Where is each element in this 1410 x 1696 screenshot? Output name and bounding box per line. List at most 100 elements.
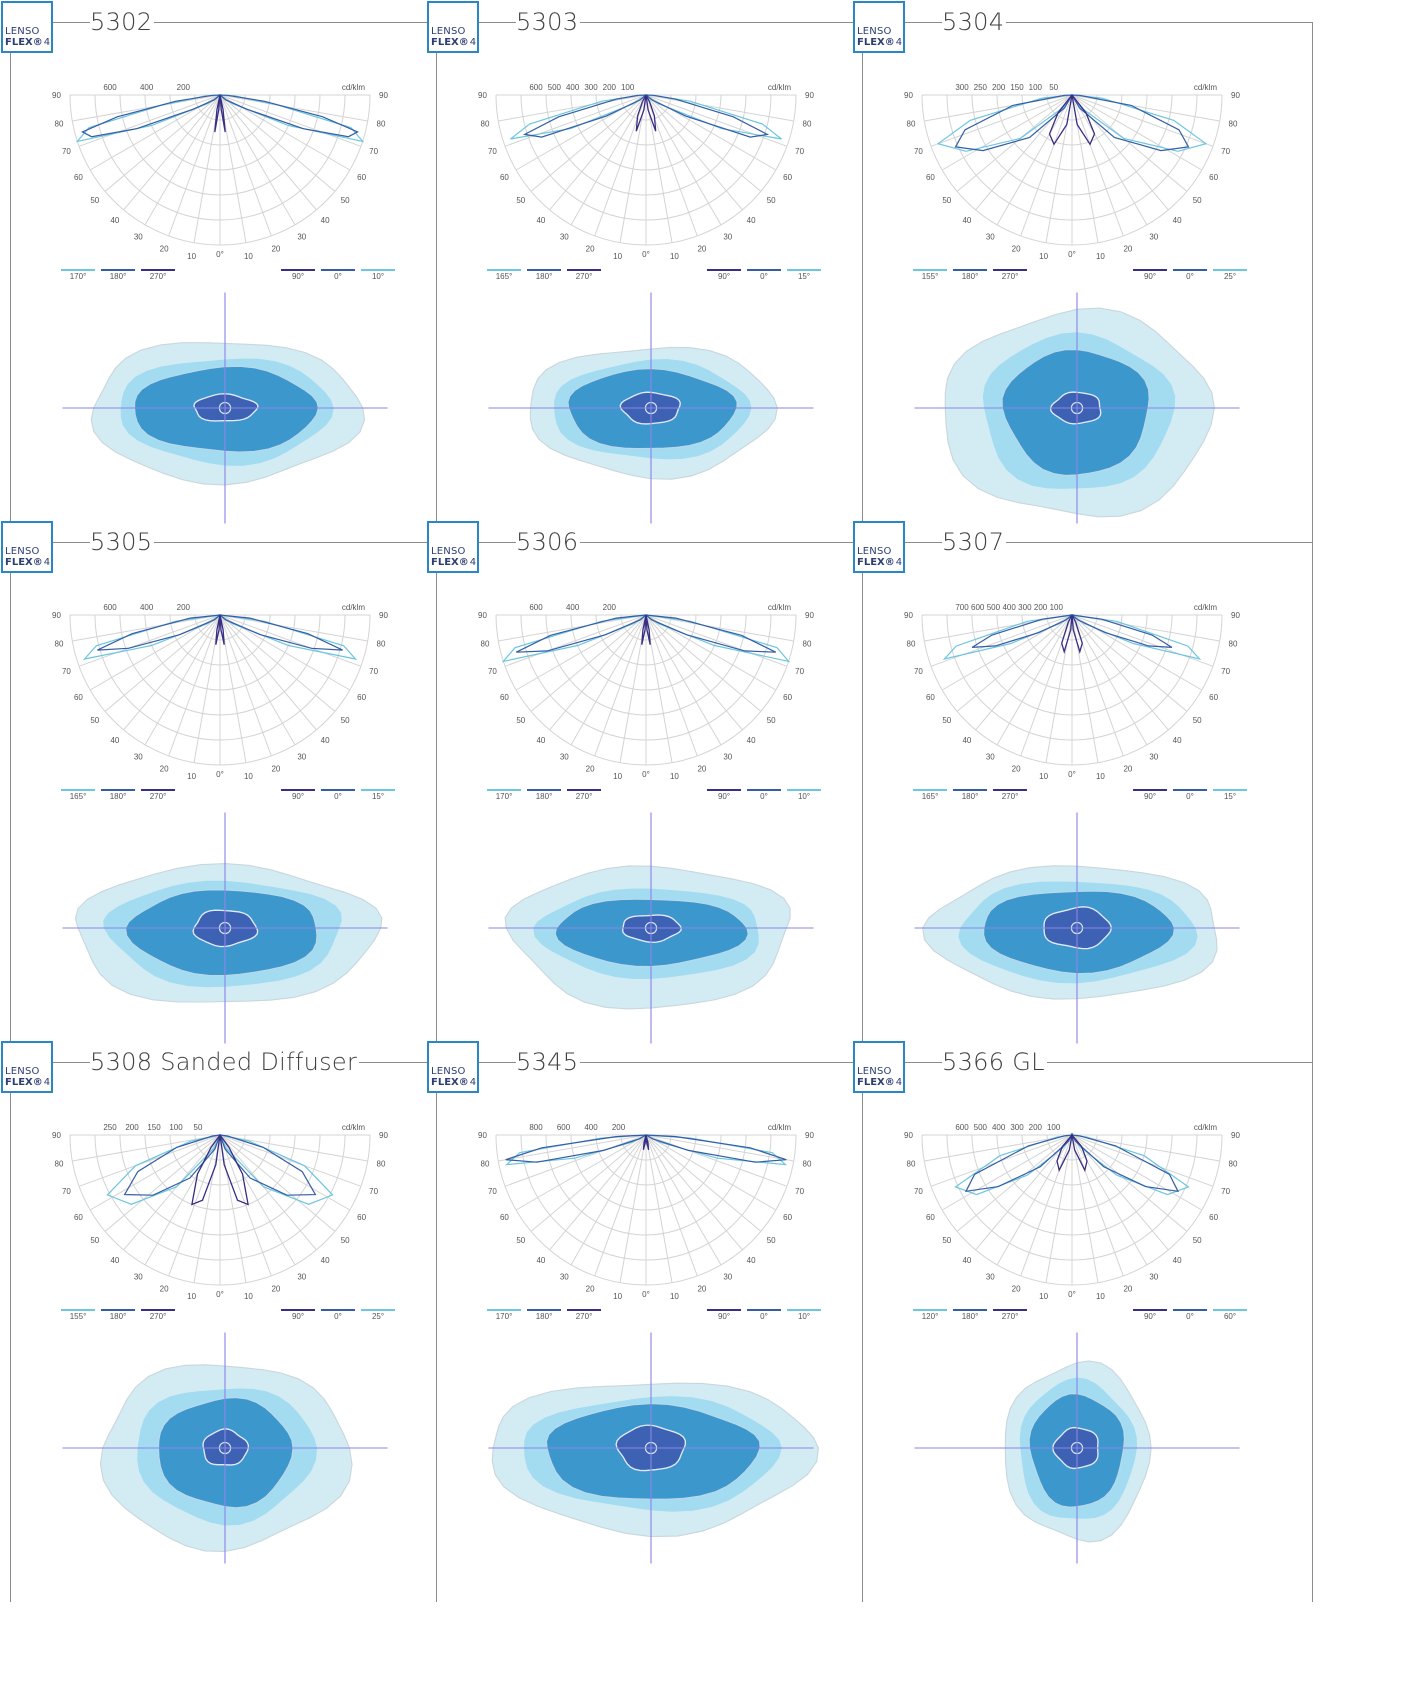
polar-grid-ray	[1071, 94, 1124, 237]
angle-label: 80	[1229, 639, 1238, 648]
angle-label: 10	[1039, 772, 1048, 781]
polar-grid-ray	[144, 94, 221, 226]
polar-grid-ray	[144, 614, 221, 746]
radial-tick-label: 300	[1018, 603, 1032, 612]
angle-label: 90	[52, 611, 61, 620]
isolux-diagram	[914, 292, 1240, 524]
polar-grid-ray	[645, 1134, 722, 1266]
lensoflex-logo: LENSO FLEX®4	[1, 1, 53, 53]
plane-label: 120°	[922, 1312, 939, 1321]
angle-label: 50	[1193, 1236, 1202, 1245]
panel-frame	[436, 1062, 887, 1602]
angle-label: 50	[767, 196, 776, 205]
angle-label: 20	[697, 1285, 706, 1294]
angle-label: 40	[536, 1256, 545, 1265]
plane-label: 90°	[1144, 792, 1156, 801]
curve-c0-c180	[645, 1134, 787, 1163]
lensoflex-logo: LENSO FLEX®4	[427, 1, 479, 53]
product-code: 5302	[90, 8, 155, 36]
radial-tick-label: 400	[140, 83, 154, 92]
plane-label: 90°	[1144, 1312, 1156, 1321]
plane-label: 25°	[1224, 272, 1236, 281]
polar-grid-ray	[645, 614, 743, 731]
plane-label: 0°	[334, 272, 342, 281]
unit-label: cd/klm	[1194, 603, 1217, 612]
curve-c0-c180	[964, 1134, 1074, 1193]
angle-label: 60	[357, 1213, 366, 1222]
polar-grid-ray	[515, 1134, 647, 1211]
angle-label-zero: 0°	[1068, 1290, 1076, 1299]
unit-label: cd/klm	[768, 603, 791, 612]
lensoflex-logo: LENSO FLEX®4	[853, 1041, 905, 1093]
polar-grid-ray	[645, 614, 794, 642]
angle-label: 60	[926, 173, 935, 182]
polar-grid-ray	[570, 614, 647, 746]
curve-side-plane	[510, 94, 649, 140]
angle-label: 70	[369, 147, 378, 156]
polar-grid-ray	[123, 94, 221, 211]
polar-grid-ray	[930, 94, 1073, 147]
angle-label: 60	[1209, 693, 1218, 702]
polar-grid-ray	[530, 94, 647, 192]
polar-grid-ray	[996, 614, 1073, 746]
plane-label: 270°	[150, 792, 167, 801]
curve-c0-c180	[219, 1134, 317, 1196]
angle-label: 90	[904, 1131, 913, 1140]
polar-grid-ray	[956, 94, 1073, 192]
angle-label: 40	[536, 736, 545, 745]
plane-label: 15°	[798, 272, 810, 281]
plane-label: 170°	[496, 1312, 513, 1321]
product-code: 5304	[942, 8, 1007, 36]
angle-label: 30	[134, 1273, 143, 1282]
plane-label: 60°	[1224, 1312, 1236, 1321]
plane-label: 180°	[962, 1312, 979, 1321]
curve-c90-c270	[635, 94, 647, 132]
polar-grid-ray	[530, 614, 647, 712]
polar-grid-ray	[645, 1134, 743, 1251]
plane-label: 90°	[718, 792, 730, 801]
angle-label: 30	[134, 233, 143, 242]
radial-tick-label: 300	[955, 83, 969, 92]
angle-label: 30	[1149, 1273, 1158, 1282]
plane-label: 90°	[718, 1312, 730, 1321]
polar-grid-ray	[78, 614, 221, 667]
angle-label: 70	[795, 1187, 804, 1196]
radial-tick-label: 600	[557, 1123, 571, 1132]
curve-side-plane	[643, 94, 782, 140]
panel-frame	[436, 542, 887, 1082]
plane-label: 155°	[70, 1312, 87, 1321]
plane-label: 165°	[922, 792, 939, 801]
radial-tick-label: 700	[955, 603, 969, 612]
angle-label: 40	[1173, 736, 1182, 745]
polar-grid-ray	[123, 1134, 221, 1251]
panel-frame	[862, 22, 1313, 562]
lensoflex-logo: LENSO FLEX®4	[1, 521, 53, 573]
polar-grid-ray	[72, 1134, 221, 1162]
plane-label: 15°	[372, 792, 384, 801]
polar-grid-ray	[104, 614, 221, 712]
lensoflex-logo: LENSO FLEX®4	[1, 1041, 53, 1093]
radial-tick-label: 50	[1049, 83, 1058, 92]
curve-side-plane	[501, 614, 647, 663]
polar-grid-ray	[498, 1134, 647, 1162]
angle-label: 40	[962, 1256, 971, 1265]
plane-label: 15°	[1224, 792, 1236, 801]
angle-label: 10	[244, 1292, 253, 1301]
polar-grid-ray	[1071, 94, 1148, 226]
polar-grid-ray	[219, 1134, 317, 1251]
unit-label: cd/klm	[342, 83, 365, 92]
angle-label: 40	[321, 216, 330, 225]
angle-label: 60	[926, 1213, 935, 1222]
product-code: 5345	[516, 1048, 581, 1076]
angle-label: 50	[942, 1236, 951, 1245]
radial-tick-label: 100	[1050, 603, 1064, 612]
angle-label: 80	[55, 1159, 64, 1168]
product-code: 5306	[516, 528, 581, 556]
polar-grid-ray	[645, 1134, 673, 1283]
plane-label: 0°	[760, 1312, 768, 1321]
radial-tick-label: 400	[566, 603, 580, 612]
radial-tick-label: 200	[612, 1123, 626, 1132]
angle-label: 20	[271, 765, 280, 774]
angle-label: 80	[377, 1159, 386, 1168]
